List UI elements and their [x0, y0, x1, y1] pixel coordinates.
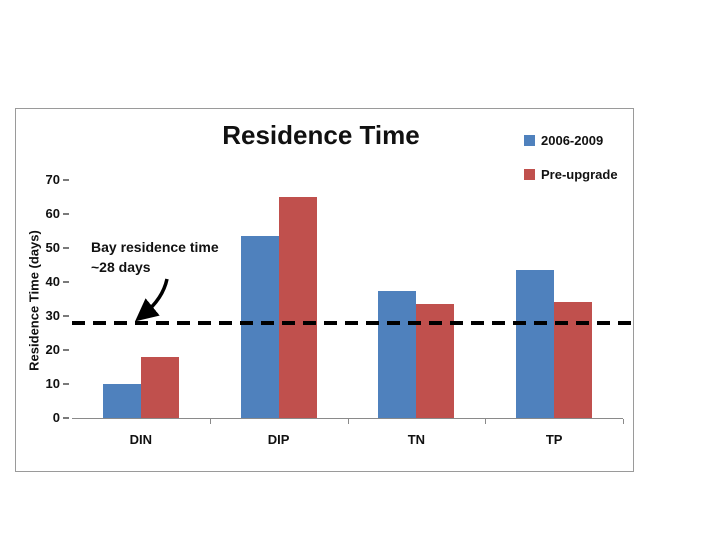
legend: 2006-2009 Pre-upgrade [524, 133, 618, 201]
bar-2006-2009-din [102, 384, 141, 418]
x-tick-mark [209, 419, 211, 424]
x-tick-mark [485, 419, 487, 424]
bar-Pre-upgrade-dip [278, 197, 317, 418]
bar-group-dip: DIP [210, 180, 348, 447]
y-tick-mark [63, 179, 69, 181]
y-tick-mark [63, 281, 69, 283]
category-label-tn: TN [407, 432, 426, 447]
y-tick-label: 60 [45, 206, 60, 221]
y-tick-label: 10 [45, 376, 60, 391]
legend-item: Pre-upgrade [524, 167, 618, 182]
bar-group-tn: TN [348, 180, 486, 447]
y-tick-label: 30 [45, 308, 60, 323]
y-tick-mark [63, 349, 69, 351]
legend-swatch-series1 [524, 135, 535, 146]
legend-label-series2: Pre-upgrade [541, 167, 618, 182]
category-label-dip: DIP [267, 432, 290, 447]
reference-annotation: Bay residence time ~28 days [91, 237, 241, 277]
reference-line [72, 320, 635, 325]
bar-group-din: DIN [72, 180, 210, 447]
x-tick-mark [623, 419, 624, 424]
y-tick-label: 70 [45, 172, 60, 187]
legend-swatch-series2 [524, 169, 535, 180]
bar-2006-2009-tn [378, 290, 417, 418]
annotation-line1: Bay residence time [91, 239, 219, 255]
y-tick-mark [63, 213, 69, 215]
y-tick-label: 20 [45, 342, 60, 357]
x-tick-mark [347, 419, 349, 424]
chart-container: Residence Time 2006-2009 Pre-upgrade Res… [15, 108, 635, 472]
bar-group-tp: TP [485, 180, 623, 447]
bar-Pre-upgrade-tp [554, 302, 593, 418]
annotation-line2: ~28 days [91, 259, 151, 275]
category-label-din: DIN [129, 432, 153, 447]
y-tick-mark [63, 315, 69, 317]
y-tick-mark [63, 247, 69, 249]
category-label-tp: TP [545, 432, 563, 447]
bar-2006-2009-dip [240, 236, 279, 418]
y-tick-label: 50 [45, 240, 60, 255]
y-tick-label: 0 [52, 410, 60, 425]
legend-item: 2006-2009 [524, 133, 618, 148]
bar-Pre-upgrade-din [140, 356, 179, 418]
y-tick-mark [63, 417, 69, 419]
legend-label-series1: 2006-2009 [541, 133, 604, 148]
y-tick-label: 40 [45, 274, 60, 289]
chart-title: Residence Time [222, 120, 420, 150]
plot-area: 0 10 20 30 40 50 60 70 DIN DIP TN TP [46, 172, 635, 447]
y-tick-mark [63, 383, 69, 385]
bar-2006-2009-tp [516, 270, 555, 418]
